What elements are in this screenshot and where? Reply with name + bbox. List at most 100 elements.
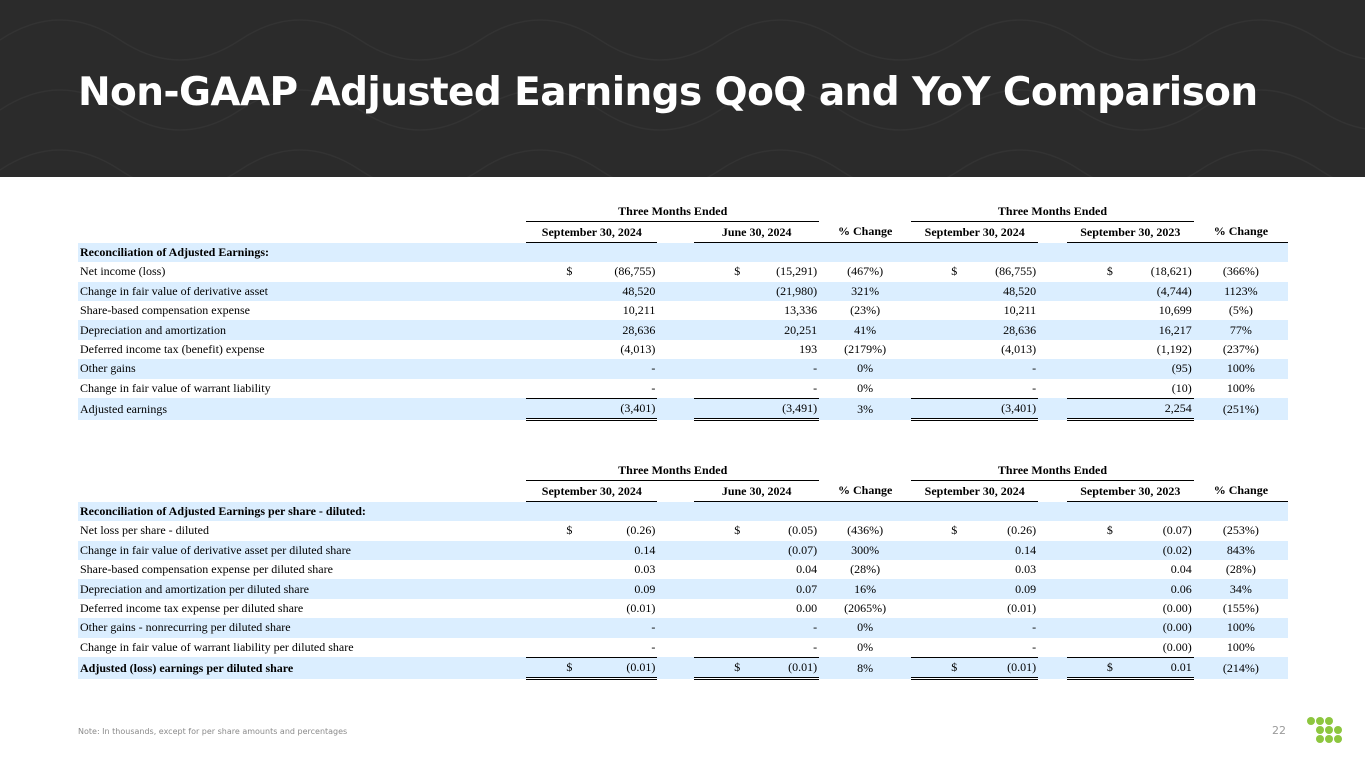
column-header-row: September 30, 2024 June 30, 2024 % Chang…: [78, 221, 1288, 243]
group-header: Three Months Ended: [911, 202, 1194, 223]
value-cell: 0.04: [1170, 562, 1192, 577]
column-header: % Change: [819, 480, 912, 502]
table-row: Other gains - - 0% - (95) 100%: [78, 359, 1288, 379]
value-cell: -: [526, 359, 658, 379]
pct-cell: (237%): [1222, 341, 1259, 356]
column-header: September 30, 2024: [526, 480, 658, 502]
pct-cell: 100%: [1193, 359, 1288, 379]
pct-cell: (2065%): [844, 600, 887, 615]
value-cell: $ (0.07): [1067, 521, 1194, 540]
value-cell: $ (0.01): [526, 657, 658, 681]
column-header: September 30, 2023: [1066, 221, 1194, 243]
currency-symbol: $: [951, 523, 958, 538]
group-header: Three Months Ended: [911, 461, 1194, 482]
value-cell: 28,636: [526, 320, 658, 340]
group-header-row: Three Months Ended Three Months Ended: [78, 461, 1288, 482]
row-label: Share-based compensation expense: [80, 303, 250, 318]
pct-cell: (28%): [1225, 562, 1256, 577]
section-row: Reconciliation of Adjusted Earnings per …: [78, 501, 1288, 522]
value-cell: -: [694, 618, 820, 638]
value-cell: 10,699: [1158, 303, 1192, 318]
row-label: Share-based compensation expense per dil…: [80, 562, 333, 577]
table-row: Net loss per share - diluted $ (0.26) $ (0…: [78, 521, 1288, 540]
table-row: Net income (loss) $ (86,755) $ (15,291) (4…: [78, 262, 1288, 281]
pct-cell: 0%: [857, 380, 874, 395]
value-cell: -: [526, 618, 658, 638]
value-cell: (0.00): [1066, 637, 1194, 658]
value-cell: $ (15,291): [694, 262, 819, 281]
currency-symbol: $: [1106, 523, 1113, 538]
row-label: Adjusted earnings: [78, 398, 527, 420]
value-cell: $0.01: [1066, 657, 1194, 681]
pct-cell: (28%): [850, 562, 881, 577]
pct-cell: 77%: [1193, 320, 1288, 340]
value-cell: (3,491): [694, 398, 820, 422]
pct-cell: 16%: [819, 579, 912, 599]
group-header: Three Months Ended: [526, 202, 820, 223]
total-row: Adjusted earnings (3,401) (3,491) 3% (3,…: [78, 398, 1288, 422]
section-label: Reconciliation of Adjusted Earnings per …: [78, 501, 1288, 522]
currency-symbol: $: [566, 660, 573, 675]
value-cell: 13,336: [784, 303, 818, 318]
pct-cell: (251%): [1193, 398, 1288, 420]
value-cell: (0.01): [626, 600, 656, 615]
company-logo-icon: [1307, 717, 1342, 743]
value-cell: 0.14: [911, 540, 1039, 560]
value-cell: 16,217: [1066, 320, 1194, 340]
value-cell: -: [911, 359, 1039, 379]
currency-symbol: $: [951, 264, 958, 279]
currency-symbol: $: [1106, 660, 1113, 675]
pct-cell: 41%: [819, 320, 912, 340]
row-label: Other gains - nonrecurring per diluted s…: [78, 618, 527, 638]
row-label: Depreciation and amortization per dilute…: [78, 579, 527, 599]
value-cell: 0.03: [634, 562, 656, 577]
column-header: September 30, 2023: [1066, 480, 1194, 502]
section-label: Reconciliation of Adjusted Earnings:: [78, 242, 1288, 263]
row-label: Change in fair value of derivative asset…: [78, 540, 527, 560]
pct-cell: (436%): [847, 523, 884, 538]
table-row: Depreciation and amortization per dilute…: [78, 579, 1288, 599]
row-label: Net loss per share - diluted: [80, 523, 209, 538]
value-cell: (4,013): [1001, 341, 1037, 356]
table-row: Share-based compensation expense per dil…: [78, 560, 1288, 579]
value-cell: 0.00: [796, 600, 818, 615]
table-row: Change in fair value of warrant liabilit…: [78, 378, 1288, 399]
value-cell: $ (0.01): [694, 657, 820, 681]
value-cell: 0.09: [911, 579, 1039, 599]
pct-cell: 0%: [857, 639, 874, 654]
value-cell: 193: [799, 341, 818, 356]
column-header: September 30, 2024: [526, 221, 658, 243]
row-label: Depreciation and amortization: [78, 320, 527, 340]
value-cell: 20,251: [694, 320, 820, 340]
value-cell: $ (0.05): [694, 521, 819, 540]
header-banner: Non-GAAP Adjusted Earnings QoQ and YoY C…: [0, 0, 1365, 177]
pct-cell: (467%): [847, 264, 884, 279]
value-cell: -: [694, 378, 820, 399]
group-header: Three Months Ended: [526, 461, 820, 482]
row-label: Change in fair value of warrant liabilit…: [80, 380, 271, 395]
value-cell: (0.00): [1066, 618, 1194, 638]
pct-cell: 3%: [819, 398, 912, 420]
value-cell: (3,401): [526, 398, 658, 422]
value-cell: 10,211: [622, 303, 656, 318]
pct-cell: 300%: [819, 540, 912, 560]
currency-symbol: $: [734, 660, 741, 675]
pct-cell: (214%): [1193, 657, 1288, 679]
value-cell: -: [911, 378, 1039, 399]
pct-cell: 843%: [1193, 540, 1288, 560]
row-label: Other gains: [78, 359, 527, 379]
row-label: Change in fair value of warrant liabilit…: [80, 639, 354, 654]
column-header: % Change: [1193, 480, 1288, 502]
table-row: Deferred income tax expense per diluted …: [78, 599, 1288, 618]
currency-symbol: $: [734, 264, 741, 279]
value-cell: (10): [1066, 378, 1194, 399]
pct-cell: (5%): [1228, 303, 1253, 318]
value-cell: 28,636: [911, 320, 1039, 340]
page-title: Non-GAAP Adjusted Earnings QoQ and YoY C…: [78, 70, 1258, 115]
value-cell: 2,254: [1066, 398, 1194, 422]
value-cell: -: [526, 637, 658, 658]
pct-cell: 0%: [819, 618, 912, 638]
row-label: Change in fair value of derivative asset: [78, 281, 527, 301]
value-cell: -: [911, 637, 1039, 658]
currency-symbol: $: [734, 523, 741, 538]
